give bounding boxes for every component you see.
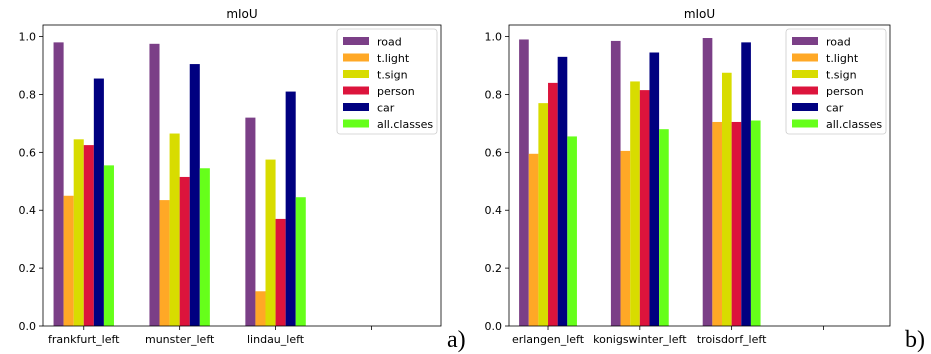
legend-swatch xyxy=(792,119,818,128)
legend-swatch xyxy=(792,86,818,95)
chart-title: mIoU xyxy=(226,7,257,21)
y-tick-label: 0.4 xyxy=(485,204,503,217)
x-tick-label: lindau_left xyxy=(247,333,305,346)
bar-car-troisdorf_left xyxy=(741,42,751,327)
chart-panel-a: 0.0 0.2 0.4 0.6 0.8 1.0 frankfurt_left munster_… xyxy=(19,7,466,353)
y-tick-label: 0.0 xyxy=(19,320,37,333)
bar-road-erlangen_left xyxy=(519,39,529,326)
axes-frame xyxy=(508,24,891,327)
legend-swatch xyxy=(343,86,369,95)
legend-label: t.light xyxy=(377,52,410,65)
legend-label: t.sign xyxy=(826,69,857,82)
bar-t-light-konigswinter_left xyxy=(620,150,631,326)
legend-label: t.light xyxy=(826,52,859,65)
y-tick-label: 0.8 xyxy=(485,88,503,101)
bar-road-munster_left xyxy=(149,43,160,327)
y-tick-label: 0.6 xyxy=(485,146,503,159)
bar-all-classes-erlangen_left xyxy=(567,136,577,326)
panel-label: b) xyxy=(905,327,925,353)
bar-t-light-munster_left xyxy=(159,200,170,326)
y-tick-label: 0.2 xyxy=(485,262,503,275)
y-tick-label: 1.0 xyxy=(485,31,503,44)
legend-swatch xyxy=(343,103,369,111)
y-tick-label: 0.0 xyxy=(485,320,503,333)
bar-car-munster_left xyxy=(189,64,200,326)
legend-label: road xyxy=(826,36,851,49)
legend-label: all.classes xyxy=(826,118,882,131)
x-tick-label: erlangen_left xyxy=(512,333,585,346)
chart-panel-b: 0.0 0.2 0.4 0.6 0.8 1.0 erlangen_left konigswin… xyxy=(485,7,926,353)
legend-swatch xyxy=(792,70,818,78)
legend-swatch xyxy=(343,53,369,62)
bar-road-lindau_left xyxy=(245,117,256,327)
y-tick-label: 0.8 xyxy=(19,88,37,101)
x-tick-label: konigswinter_left xyxy=(593,333,687,346)
x-tick-label: munster_left xyxy=(145,333,215,346)
legend-label: road xyxy=(377,36,402,49)
panel-label: a) xyxy=(447,327,466,353)
x-tick-label: troisdorf_left xyxy=(697,333,767,346)
bar-t-sign-konigswinter_left xyxy=(630,81,640,326)
bar-t-sign-frankfurt_left xyxy=(73,139,84,326)
legend-swatch xyxy=(792,37,818,45)
bar-t-sign-erlangen_left xyxy=(538,103,549,326)
bar-road-konigswinter_left xyxy=(610,40,621,327)
legend-swatch xyxy=(792,103,818,111)
legend-label: person xyxy=(377,85,415,98)
bar-all-classes-lindau_left xyxy=(295,197,306,326)
legend-swatch xyxy=(343,70,369,78)
bar-car-lindau_left xyxy=(285,91,296,326)
legend-swatch xyxy=(792,53,818,62)
y-tick-label: 0.6 xyxy=(19,146,37,159)
bar-person-erlangen_left xyxy=(548,82,558,326)
legend-label: all.classes xyxy=(377,118,433,131)
bar-person-lindau_left xyxy=(275,218,286,326)
axes-frame xyxy=(42,24,442,327)
bar-all-classes-troisdorf_left xyxy=(750,120,761,326)
bar-person-konigswinter_left xyxy=(639,90,650,327)
y-tick-label: 0.2 xyxy=(19,262,37,275)
bar-all-classes-konigswinter_left xyxy=(659,129,669,326)
bar-car-erlangen_left xyxy=(557,56,568,327)
bar-road-frankfurt_left xyxy=(53,42,64,327)
bar-person-troisdorf_left xyxy=(731,121,742,327)
legend-swatch xyxy=(343,37,369,45)
legend-label: car xyxy=(377,102,395,115)
bar-all-classes-frankfurt_left xyxy=(103,165,114,326)
chart-title: mIoU xyxy=(684,7,715,21)
bar-t-sign-troisdorf_left xyxy=(721,72,732,326)
bar-t-light-erlangen_left xyxy=(528,153,539,326)
bar-t-sign-lindau_left xyxy=(265,159,276,326)
bar-t-light-lindau_left xyxy=(255,291,266,326)
legend-label: t.sign xyxy=(377,69,408,82)
y-tick-label: 0.4 xyxy=(19,204,37,217)
y-tick-label: 1.0 xyxy=(19,31,37,44)
x-tick-label: frankfurt_left xyxy=(48,333,120,346)
legend-label: car xyxy=(826,102,844,115)
bar-car-frankfurt_left xyxy=(93,78,104,326)
legend-swatch xyxy=(343,119,369,128)
bar-person-munster_left xyxy=(179,176,190,326)
bar-road-troisdorf_left xyxy=(702,38,713,327)
bar-person-frankfurt_left xyxy=(83,145,94,326)
bar-car-konigswinter_left xyxy=(649,52,660,326)
bar-t-light-frankfurt_left xyxy=(63,195,74,326)
bar-all-classes-munster_left xyxy=(199,168,210,326)
bar-t-sign-munster_left xyxy=(169,133,180,326)
bar-t-light-troisdorf_left xyxy=(712,121,722,327)
legend-label: person xyxy=(826,85,864,98)
